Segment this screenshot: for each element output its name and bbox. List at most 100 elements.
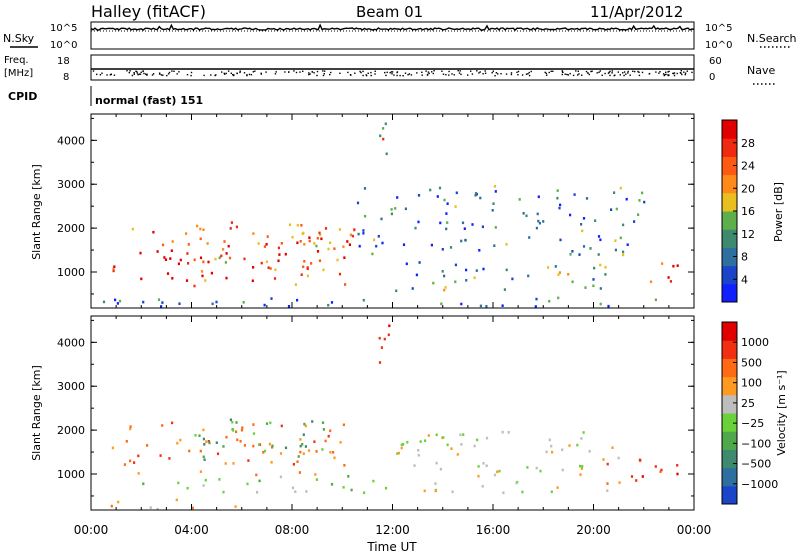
echo-cell — [270, 461, 273, 464]
nave-dot — [329, 73, 331, 76]
echo-cell — [661, 262, 664, 265]
echo-cell — [676, 464, 679, 467]
echo-cell — [191, 506, 194, 510]
echo-cell — [234, 505, 237, 508]
echo-cell — [606, 462, 609, 466]
echo-cell — [342, 245, 345, 248]
nave-dot — [129, 70, 131, 72]
nave-dot — [410, 74, 413, 76]
echo-cell — [240, 428, 244, 432]
colorbar-cell — [722, 138, 737, 157]
echo-cell — [456, 453, 459, 456]
echo-cell — [446, 202, 449, 205]
echo-cell — [451, 490, 454, 494]
echo-cell — [140, 277, 143, 281]
echo-cell — [288, 223, 292, 227]
nave-dot — [491, 72, 493, 74]
echo-cell — [550, 444, 553, 448]
nave-dot — [598, 71, 600, 73]
echo-cell — [343, 464, 346, 467]
nave-dot — [638, 71, 640, 73]
echo-cell — [464, 238, 467, 242]
echo-cell — [202, 260, 205, 264]
sky-tick-top-left: 10^5 — [50, 23, 77, 34]
colorbar-tick-label: 25 — [741, 397, 755, 410]
nave-dot — [601, 74, 603, 76]
echo-cell — [599, 238, 602, 242]
echo-cell — [444, 286, 447, 289]
echo-cell — [320, 237, 323, 241]
echo-cell — [417, 449, 420, 452]
echo-cell — [396, 196, 399, 199]
echo-cell — [418, 261, 421, 264]
echo-cell — [298, 471, 301, 474]
nave-dot — [668, 70, 670, 73]
echo-cell — [263, 245, 266, 248]
velocity-panel-frame — [90, 315, 695, 511]
nave-dot — [367, 72, 369, 74]
nave-dot — [396, 71, 399, 73]
echo-cell — [390, 212, 393, 216]
echo-cell — [643, 200, 646, 204]
echo-cell — [357, 232, 360, 236]
nave-dot — [665, 71, 667, 73]
echo-cell — [274, 268, 277, 272]
nave-dot — [110, 73, 112, 75]
nave-dot — [350, 74, 352, 76]
nave-dot — [99, 74, 102, 76]
echo-cell — [554, 265, 557, 268]
echo-cell — [268, 442, 271, 446]
echo-cell — [481, 225, 484, 229]
echo-cell — [329, 429, 332, 433]
nave-dot — [113, 74, 116, 76]
nave-dot — [655, 71, 657, 73]
echo-cell — [432, 281, 435, 285]
echo-cell — [630, 475, 634, 478]
echo-cell — [356, 201, 360, 205]
echo-cell — [405, 262, 408, 266]
nave-dot — [215, 74, 217, 76]
colorbar-tick-label: 8 — [741, 251, 748, 264]
echo-cell — [474, 192, 478, 195]
nave-dot — [581, 74, 583, 76]
echo-cell — [446, 221, 449, 224]
echo-cell — [171, 277, 174, 280]
nave-dot — [458, 72, 461, 74]
nave-dot — [609, 70, 611, 73]
echo-cell — [558, 271, 561, 274]
nave-dot — [390, 71, 393, 73]
echo-cell — [338, 228, 341, 231]
colorbar-tick-label: 20 — [741, 182, 755, 195]
nave-dot — [210, 74, 212, 76]
echo-cell — [592, 284, 595, 288]
nave-dot — [246, 74, 248, 77]
echo-cell — [402, 243, 406, 246]
nave-dot — [683, 71, 685, 73]
nave-dot — [131, 74, 134, 77]
echo-cell — [580, 223, 583, 226]
echo-cell — [597, 235, 601, 238]
echo-cell — [306, 274, 309, 278]
nave-dot — [667, 71, 669, 73]
echo-cell — [251, 279, 254, 283]
colorbar-cell — [722, 431, 737, 450]
nave-dot — [143, 72, 145, 75]
nsky-label: N.Sky — [3, 32, 35, 45]
nave-dot — [246, 74, 248, 76]
echo-cell — [473, 276, 476, 280]
frequency-trace — [91, 68, 694, 77]
x-tick-label: 00:00 — [74, 523, 109, 537]
echo-cell — [537, 195, 540, 199]
echo-cell — [271, 446, 274, 449]
echo-cell — [494, 226, 497, 229]
colorbar-cell — [722, 322, 737, 341]
echo-cell — [137, 472, 140, 475]
nave-dot — [566, 73, 568, 76]
echo-cell — [521, 490, 524, 494]
echo-cell — [242, 301, 245, 304]
nave-dot — [309, 73, 311, 75]
echo-cell — [316, 250, 320, 253]
echo-cell — [186, 486, 189, 490]
colorbar-cell — [722, 265, 737, 285]
echo-cell — [423, 489, 426, 493]
